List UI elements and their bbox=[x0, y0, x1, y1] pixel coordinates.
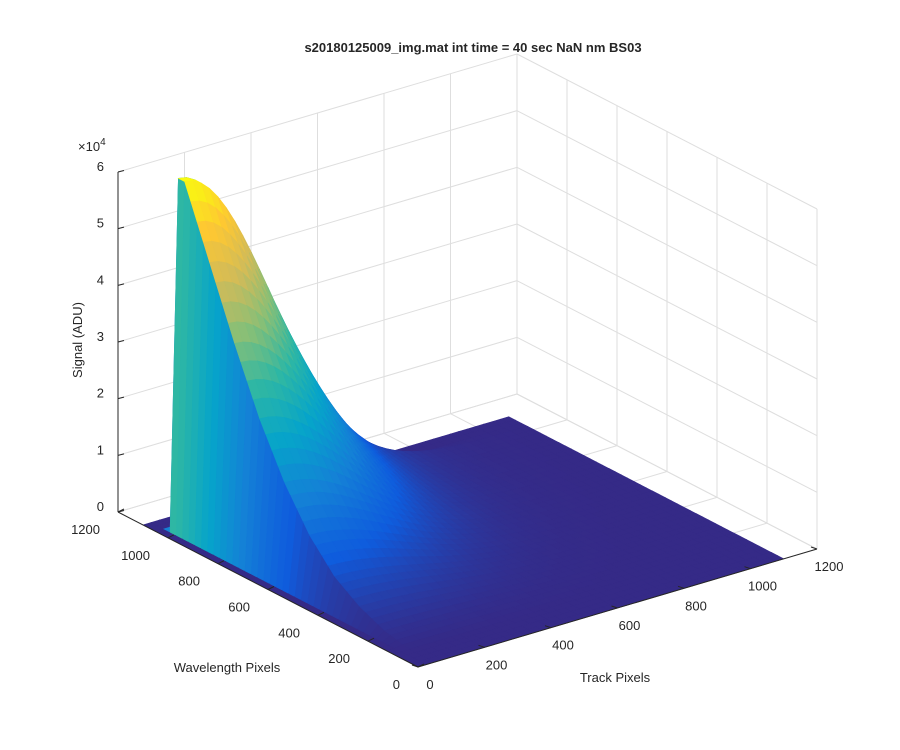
y-axis-label: Wavelength Pixels bbox=[174, 660, 281, 675]
grid-line bbox=[516, 393, 818, 550]
z-tick-label: 5 bbox=[97, 216, 104, 231]
z-tick-label: 1 bbox=[97, 442, 104, 457]
z-tick-label: 4 bbox=[97, 272, 104, 287]
grid-line bbox=[516, 166, 818, 323]
x-tick-mark bbox=[411, 664, 419, 668]
x-tick-mark bbox=[611, 605, 618, 609]
x-tick-mark bbox=[544, 625, 552, 629]
x-tick-label: 0 bbox=[426, 677, 433, 692]
y-tick-mark bbox=[367, 637, 375, 642]
grid-line bbox=[516, 336, 818, 493]
y-tick-label: 0 bbox=[393, 677, 400, 692]
y-tick-label: 1000 bbox=[121, 548, 150, 563]
z-tick-label: 0 bbox=[97, 499, 104, 514]
z-exponent-base: ×10 bbox=[78, 139, 100, 154]
x-tick-mark bbox=[810, 546, 818, 550]
y-tick-label: 600 bbox=[228, 600, 250, 615]
surface-layer bbox=[142, 177, 785, 668]
grid-line bbox=[117, 53, 518, 173]
z-axis-exponent: ×104 bbox=[78, 137, 106, 154]
y-tick-label: 800 bbox=[178, 574, 200, 589]
x-tick-label: 200 bbox=[486, 657, 508, 672]
y-tick-mark bbox=[317, 611, 325, 616]
y-tick-mark bbox=[217, 560, 225, 565]
z-tick-label: 2 bbox=[97, 386, 104, 401]
z-tick-mark bbox=[117, 340, 125, 343]
grid-line bbox=[516, 223, 818, 380]
y-tick-label: 1200 bbox=[71, 522, 100, 537]
y-tick-mark bbox=[417, 663, 425, 668]
z-tick-mark bbox=[117, 453, 125, 456]
y-tick-mark bbox=[167, 534, 175, 539]
z-tick-mark bbox=[117, 283, 125, 286]
z-tick-mark bbox=[117, 510, 125, 513]
z-tick-label: 6 bbox=[97, 159, 104, 174]
x-tick-label: 800 bbox=[685, 598, 707, 613]
x-tick-label: 400 bbox=[552, 638, 574, 653]
y-tick-label: 200 bbox=[328, 651, 350, 666]
grid-line bbox=[516, 53, 818, 210]
x-tick-mark bbox=[677, 585, 685, 589]
x-tick-label: 1000 bbox=[748, 579, 777, 594]
z-tick-mark bbox=[117, 226, 125, 230]
axes-layer: 0200400600800100012000200400600800100012… bbox=[71, 159, 843, 692]
x-tick-mark bbox=[478, 644, 485, 648]
z-tick-mark bbox=[117, 170, 125, 173]
z-tick-mark bbox=[117, 396, 125, 400]
z-axis-label: Signal (ADU) bbox=[70, 302, 85, 378]
chart-title: s20180125009_img.mat int time = 40 sec N… bbox=[304, 40, 641, 55]
y-tick-label: 400 bbox=[278, 625, 300, 640]
z-exponent-power: 4 bbox=[100, 137, 106, 148]
y-tick-mark bbox=[267, 586, 275, 590]
z-tick-label: 3 bbox=[97, 329, 104, 344]
x-axis-label: Track Pixels bbox=[580, 670, 651, 685]
grid-line bbox=[516, 110, 818, 267]
x-tick-label: 1200 bbox=[815, 559, 844, 574]
x-tick-mark bbox=[744, 566, 751, 570]
x-tick-label: 600 bbox=[619, 618, 641, 633]
grid-line bbox=[516, 280, 818, 437]
